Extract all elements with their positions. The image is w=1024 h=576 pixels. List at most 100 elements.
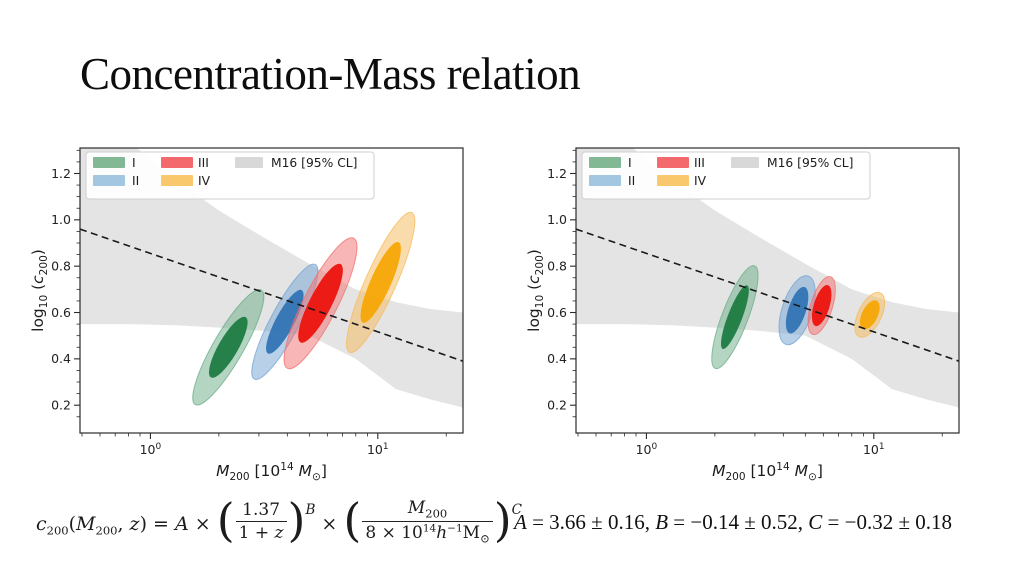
legend-label: II [132,174,139,188]
legend-label: M16 [95% CL] [271,156,357,170]
eq-f1-den: 1 + z [236,522,287,544]
y-tick-label: 0.6 [547,305,567,320]
legend-swatch-IV [657,175,689,186]
eq-f1-den-var: z [274,523,284,544]
param-C-var: C [808,510,823,534]
y-tick-label: 0.6 [51,305,71,320]
x-axis-label: M200 [1014 M⊙] [216,461,327,483]
page-title: Concentration-Mass relation [80,49,581,99]
eq-times: × [188,512,217,535]
legend-swatch-II [589,175,621,186]
x-tick-label: 101 [863,442,885,457]
eq-f2-den-h-exp: −1 [447,522,463,535]
legend-label: I [628,156,632,170]
fit-line-dashed [576,228,959,362]
legend-label: IV [694,174,707,188]
eq-open: ( [68,512,77,535]
axes-spines [575,147,960,434]
eq-exponent-B: B [305,501,316,518]
eq-f2-den-pre: 8 × 10 [365,523,423,544]
ellipse-group-I [711,265,759,370]
legend-swatch-I [589,157,621,168]
legend-label: III [198,156,209,170]
legend-swatch-III [161,157,193,168]
eq-M-sub: 200 [95,523,118,538]
eq-exponent-C: C [511,501,523,518]
legend-swatch-III [657,157,689,168]
eq-equals: = [146,512,175,535]
eq-rparen: ) [287,492,306,547]
ellipse-group-III [283,237,358,370]
concentration-mass-chart-right: 0.2 0.4 0.6 0.8 1.0 1.2 100 101 M200 [1014 M⊙] lo… [524,136,974,486]
param-A-var: A [514,510,527,534]
ellipse-IV-inner [859,300,880,330]
eq-f1-num: 1.37 [235,499,287,523]
eq-rparen-2: ) [493,492,512,547]
eq-c: c [36,512,47,535]
eq-comma: , [117,512,130,535]
param-A-value: = 3.66 ± 0.16, [526,510,656,534]
legend-swatch-I [93,157,125,168]
eq-f2-den-m: M [462,523,481,544]
eq-f2-den-exp: 14 [422,522,437,535]
ellipse-I-inner [208,316,248,378]
y-tick-label: 0.4 [547,351,567,366]
ellipse-group-II [778,275,816,346]
chart-canvas: 0.2 0.4 0.6 0.8 1.0 1.2 100 101 M200 [1014 M⊙] lo… [525,147,960,483]
eq-f2-num-M: M [407,498,426,518]
ellipse-III-inner [298,263,343,343]
legend-label: II [628,174,635,188]
ellipse-II-inner [266,289,304,354]
y-axis-label: log10 (c200) [525,249,546,332]
y-tick-label: 0.4 [51,351,71,366]
eq-fraction-2: M200 8 × 1014h−1M⊙ [362,497,493,547]
eq-f2-num: M200 [362,497,493,523]
eq-c-sub: 200 [46,523,69,538]
m16-confidence-band [80,148,463,408]
ellipse-group-I [192,289,265,406]
ellipse-I-inner [720,285,749,350]
fit-parameters: A = 3.66 ± 0.16, B = −0.14 ± 0.52, C = −… [514,510,952,535]
cm-relation-equation: c200(M200, z) = A × (1.37 1 + z)B × (M200… [36,497,523,550]
ellipse-II-inner [785,286,809,334]
plot-area [576,148,959,408]
legend-swatch-band [235,157,263,168]
chart-canvas: 0.2 0.4 0.6 0.8 1.0 1.2 100 101 M200 [1014 M⊙] lo… [29,147,464,483]
eq-lparen: ( [216,492,235,547]
legend-swatch-band [731,157,759,168]
y-tick-label: 1.2 [547,166,567,181]
ellipse-III-inner [811,285,832,327]
ellipse-group-IV [854,291,886,338]
y-tick-label: 0.8 [51,258,71,273]
ellipse-group-IV [346,211,416,354]
legend-label: IV [198,174,211,188]
eq-z: z [129,512,140,535]
eq-times-2: × [315,512,344,535]
ellipse-group-III [807,276,836,336]
eq-f2-den-h: h [436,523,448,544]
plot-area [80,148,463,408]
y-tick-label: 0.8 [547,258,567,273]
concentration-mass-chart-left: 0.2 0.4 0.6 0.8 1.0 1.2 100 101 M200 [1014 M⊙] lo… [28,136,478,486]
param-B-value: = −0.14 ± 0.52, [668,510,809,534]
legend-box [581,151,871,200]
fit-line-dashed [80,228,463,362]
legend-box [85,151,375,200]
x-tick-label: 100 [636,442,658,457]
param-C-value: = −0.32 ± 0.18 [822,510,952,534]
eq-f2-num-sub: 200 [425,506,448,521]
eq-f2-den-msun-sub: ⊙ [480,531,490,546]
legend-label: M16 [95% CL] [767,156,853,170]
param-B-var: B [655,510,669,534]
x-tick-label: 101 [367,442,389,457]
axes-spines [79,147,464,434]
eq-lparen-2: ( [343,492,362,547]
eq-fraction-1: 1.37 1 + z [235,499,287,544]
legend-swatch-IV [161,175,193,186]
x-axis-label: M200 [1014 M⊙] [712,461,823,483]
y-tick-label: 0.2 [547,397,567,412]
y-axis-label: log10 (c200) [29,249,50,332]
